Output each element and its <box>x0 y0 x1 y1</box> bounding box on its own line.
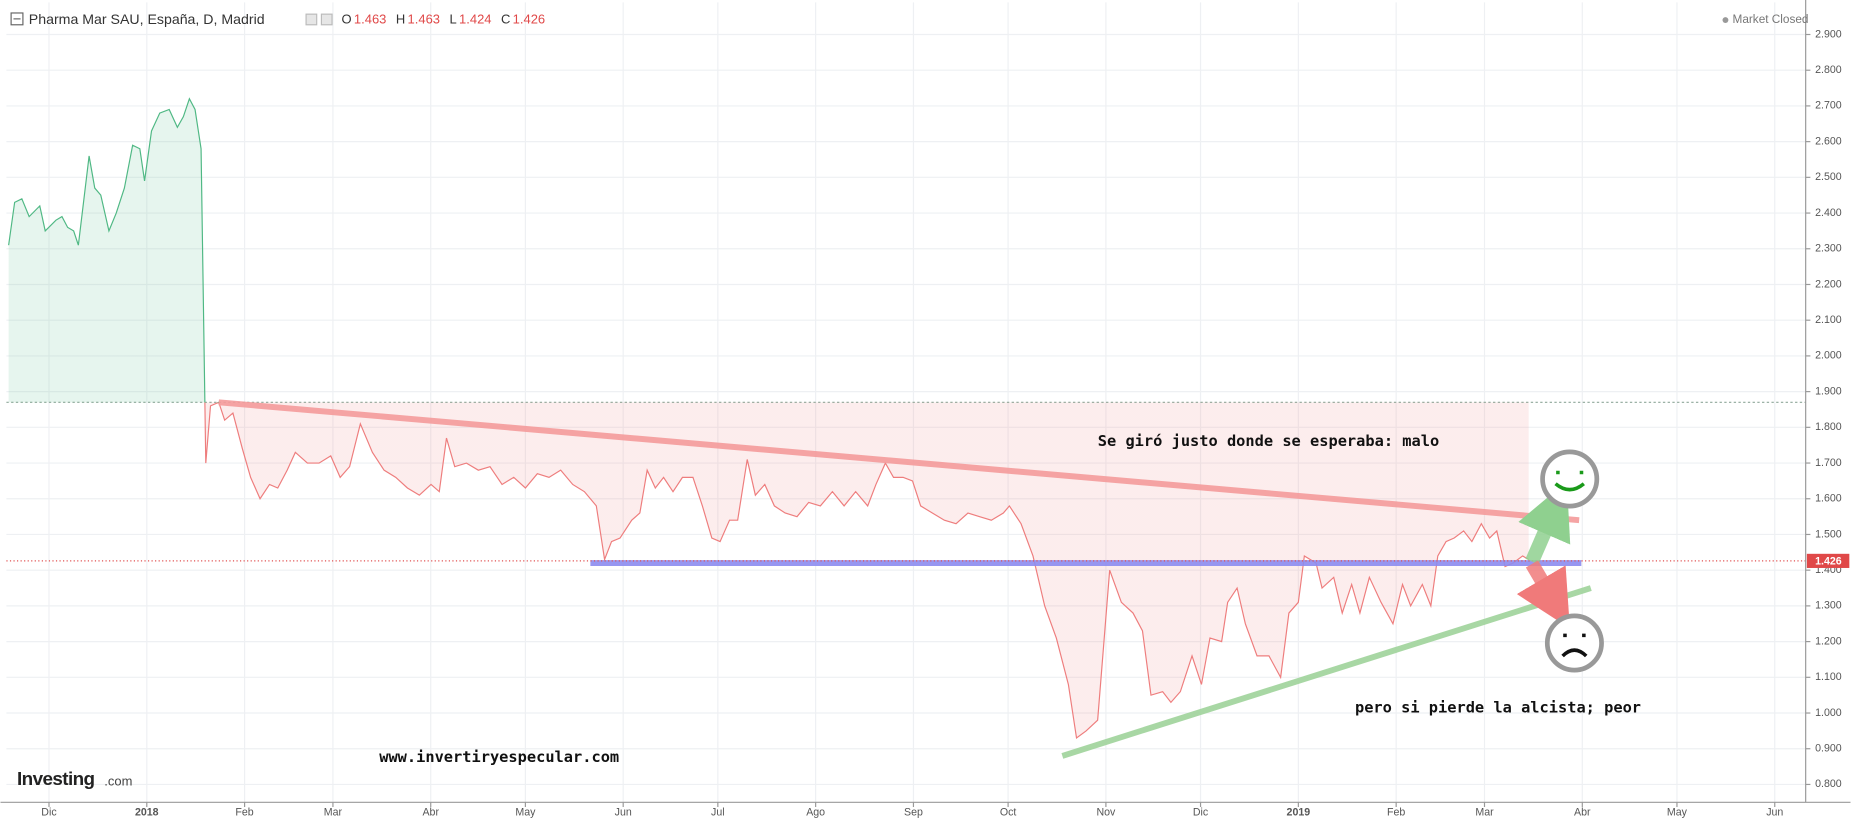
x-tick-label: Dic <box>1193 807 1209 819</box>
area <box>8 98 1529 738</box>
y-tick-label: 2.500 <box>1815 171 1842 183</box>
annotation: Se giró justo donde se esperaba: malo <box>1098 432 1439 450</box>
y-tick-label: 1.000 <box>1815 707 1842 719</box>
y-tick-label: 1.100 <box>1815 671 1842 683</box>
y-tick-label: 2.100 <box>1815 314 1842 326</box>
annotation: www.invertiryespecular.com <box>379 748 619 766</box>
x-tick-label: May <box>1667 807 1688 819</box>
status-dot <box>1722 17 1729 24</box>
y-tick-label: 2.000 <box>1815 350 1842 362</box>
down-arrow <box>1516 560 1570 629</box>
y-tick-label: 1.300 <box>1815 600 1842 612</box>
annotation: pero si pierde la alcista; peor <box>1355 698 1641 716</box>
sad-face-features <box>1561 633 1588 658</box>
ohlc-key: C <box>501 11 510 26</box>
x-tick-label: Mar <box>324 807 343 819</box>
happy-face-features <box>1554 470 1585 492</box>
ohlc-value: 1.426 <box>513 11 545 26</box>
ohlc-key: O <box>341 11 351 26</box>
price-line <box>8 97 1529 740</box>
y-tick-label: 2.800 <box>1815 64 1842 76</box>
ohlc-value: 1.463 <box>408 11 440 26</box>
y-tick-label: 2.600 <box>1815 135 1842 147</box>
x-tick-label: Feb <box>235 807 253 819</box>
x-tick-label: 2018 <box>135 807 159 819</box>
chart-title: Pharma Mar SAU, España, D, Madrid <box>29 11 265 27</box>
y-tick-label: 0.800 <box>1815 778 1842 790</box>
y-tick-label: 2.400 <box>1815 207 1842 219</box>
last-price-label: 1.426 <box>1815 555 1842 567</box>
y-tick-label: 1.900 <box>1815 385 1842 397</box>
y-tick-label: 2.200 <box>1815 278 1842 290</box>
x-tick-label: 2019 <box>1287 807 1311 819</box>
x-tick-label: Jun <box>615 807 632 819</box>
ohlc-value: 1.424 <box>459 11 491 26</box>
y-tick-label: 1.500 <box>1815 528 1842 540</box>
x-tick-label: Abr <box>422 807 439 819</box>
market-status: Market Closed <box>1733 13 1809 26</box>
x-tick-label: Sep <box>904 807 923 819</box>
logo: Investing <box>17 768 95 789</box>
happy-face <box>1540 449 1600 509</box>
y-tick-label: 2.700 <box>1815 100 1842 112</box>
x-tick-label: Mar <box>1475 807 1494 819</box>
y-tick-label: 1.800 <box>1815 421 1842 433</box>
ohlc-value: 1.463 <box>354 11 386 26</box>
y-tick-label: 1.200 <box>1815 635 1842 647</box>
trend-line <box>218 399 1580 524</box>
x-tick-label: Oct <box>1000 807 1017 819</box>
collapse-icon[interactable] <box>10 12 24 26</box>
x-tick-label: Ago <box>806 807 825 819</box>
settings-icon[interactable] <box>305 13 318 26</box>
x-tick-label: Abr <box>1574 807 1591 819</box>
y-tick-label: 0.900 <box>1815 743 1842 755</box>
x-tick-label: Jul <box>711 807 725 819</box>
trend-line <box>1061 585 1592 759</box>
last-price-tag <box>1806 553 1850 568</box>
y-tick-label: 2.300 <box>1815 243 1842 255</box>
y-tick-label: 2.900 <box>1815 28 1842 40</box>
sad-face <box>1544 613 1604 673</box>
logo-suffix: .com <box>104 774 132 789</box>
ohlc-key: L <box>449 11 456 26</box>
x-tick-label: May <box>515 807 536 819</box>
y-tick-label: 1.600 <box>1815 493 1842 505</box>
x-tick-label: Dic <box>41 807 57 819</box>
ohlc-key: H <box>396 11 405 26</box>
y-tick-label: 1.700 <box>1815 457 1842 469</box>
x-tick-label: Feb <box>1387 807 1405 819</box>
x-tick-label: Nov <box>1096 807 1116 819</box>
x-tick-label: Jun <box>1766 807 1783 819</box>
close-icon[interactable] <box>320 13 333 26</box>
up-arrow <box>1518 481 1571 565</box>
